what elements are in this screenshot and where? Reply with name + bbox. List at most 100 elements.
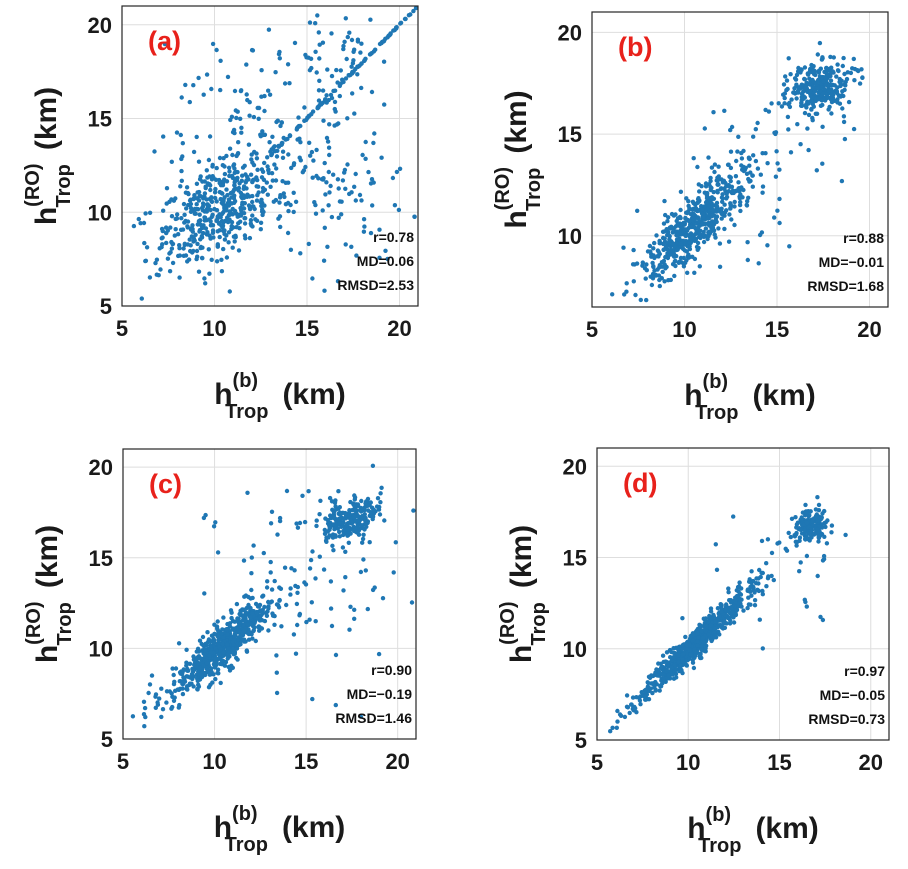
data-point	[692, 647, 697, 652]
data-point	[684, 258, 689, 263]
data-point	[322, 160, 327, 166]
data-point	[683, 634, 688, 640]
data-point	[745, 257, 750, 263]
data-point	[233, 234, 238, 240]
data-point	[644, 262, 649, 267]
data-point	[213, 655, 218, 661]
data-point	[648, 249, 653, 254]
stat-r-d: r=0.97	[844, 663, 885, 679]
data-point	[757, 567, 762, 573]
data-point	[660, 672, 666, 677]
data-point	[741, 608, 746, 613]
data-point	[336, 516, 341, 522]
data-point	[765, 161, 770, 166]
data-point	[834, 74, 839, 79]
data-point	[195, 190, 200, 195]
data-point	[180, 686, 185, 691]
data-point	[749, 569, 754, 574]
data-point	[696, 182, 701, 187]
data-point	[799, 531, 805, 536]
data-point	[807, 76, 812, 81]
data-point	[314, 147, 319, 153]
data-point	[805, 99, 810, 104]
data-point	[302, 105, 307, 110]
data-point	[154, 272, 159, 277]
data-point	[199, 674, 205, 680]
data-point	[709, 165, 715, 170]
data-point	[227, 668, 233, 673]
data-point	[646, 697, 652, 702]
data-point	[372, 131, 377, 136]
data-point	[239, 178, 244, 183]
data-point	[170, 666, 175, 671]
data-point	[775, 208, 780, 213]
data-point	[746, 176, 751, 182]
data-point	[308, 56, 314, 61]
data-point	[744, 171, 750, 176]
data-point	[165, 256, 171, 261]
data-point	[266, 606, 271, 611]
data-point	[220, 627, 225, 632]
data-point	[314, 70, 319, 75]
scatter-points-d	[608, 495, 848, 734]
data-point	[678, 663, 683, 668]
data-point	[711, 189, 716, 195]
y-tick-label-c: 20	[89, 455, 113, 480]
data-point	[331, 510, 337, 515]
data-point	[689, 224, 695, 230]
data-point	[162, 41, 168, 47]
data-point	[665, 219, 670, 224]
data-point	[642, 694, 647, 699]
data-point	[821, 91, 826, 96]
data-point	[207, 672, 212, 677]
data-point	[191, 83, 196, 88]
data-point	[184, 663, 189, 668]
data-point	[291, 209, 296, 215]
data-point	[155, 700, 160, 705]
data-point	[187, 237, 192, 242]
data-point	[824, 65, 829, 71]
data-point	[353, 198, 358, 203]
data-point	[258, 134, 263, 139]
data-point	[771, 577, 776, 583]
data-point	[313, 49, 318, 54]
data-point	[734, 607, 740, 613]
data-point	[245, 490, 250, 495]
data-point	[746, 595, 751, 600]
data-point	[406, 13, 412, 18]
data-point	[675, 232, 680, 237]
data-point	[692, 270, 697, 275]
data-point	[666, 673, 671, 678]
data-point	[687, 218, 692, 224]
data-point	[621, 245, 626, 250]
data-point	[209, 199, 215, 204]
data-point	[253, 217, 258, 222]
data-point	[632, 262, 637, 267]
data-point	[229, 610, 234, 615]
y-tick-label-c: 10	[89, 636, 113, 661]
data-point	[224, 179, 230, 184]
data-point	[335, 279, 341, 284]
data-point	[200, 256, 205, 261]
data-point	[678, 255, 684, 261]
data-point	[295, 525, 301, 530]
data-point	[624, 281, 629, 286]
data-point	[335, 177, 341, 182]
data-point	[360, 536, 366, 542]
data-point	[709, 185, 714, 191]
data-point	[751, 153, 756, 158]
data-point	[369, 177, 375, 182]
data-point	[169, 706, 174, 711]
data-point	[333, 534, 338, 539]
data-point	[760, 190, 765, 195]
data-point	[791, 90, 797, 95]
data-point	[173, 196, 178, 201]
data-point	[660, 269, 665, 275]
data-point	[232, 183, 237, 188]
data-point	[714, 204, 720, 209]
data-point	[806, 112, 812, 118]
data-point	[160, 235, 165, 240]
data-point	[159, 244, 164, 250]
data-point	[805, 126, 810, 131]
data-point	[377, 512, 383, 517]
